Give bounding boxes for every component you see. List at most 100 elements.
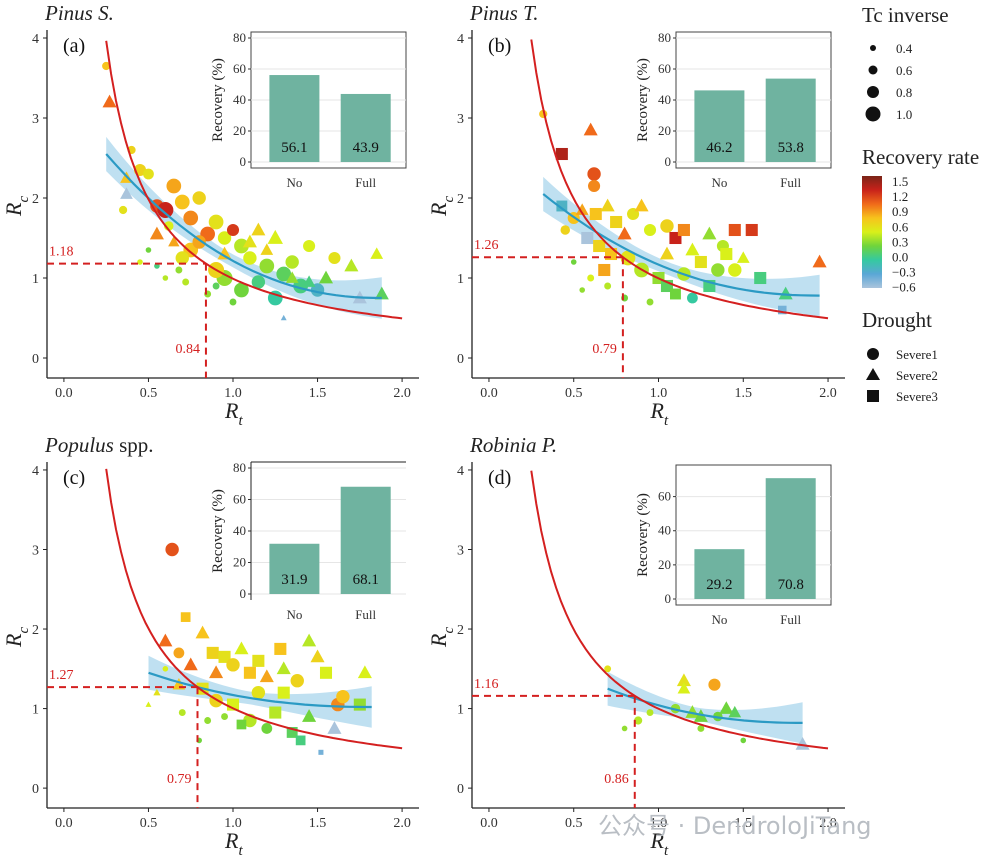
data-point [206,646,219,659]
legend-size-marker [867,86,879,98]
legend-shape-triangle-icon [866,368,880,380]
y-tick-label: 0 [457,782,464,797]
data-point [143,168,154,180]
data-point [621,725,628,732]
inset-y-tick-label: 40 [233,523,246,538]
data-point [694,255,707,269]
data-point [276,661,291,675]
data-point [183,657,198,671]
inset-bar-chart: 0 20 40 60 Recovery (%) 29.2 No 70.8 Full [635,464,832,627]
legend-color-tick-label: 0.0 [892,250,908,265]
data-point [754,271,767,285]
x-tick-label: 2.0 [819,816,837,831]
x-tick-label: 0.5 [140,386,158,401]
legend-color-tick-label: −0.6 [892,280,916,295]
inset-bar [694,90,745,162]
data-point [208,214,224,230]
data-point [687,292,698,304]
threshold-curve [530,470,829,750]
x-tick-label: 0.5 [565,816,583,831]
data-point [252,654,265,667]
data-point [183,210,199,226]
inset-bar [340,486,391,594]
data-point [165,542,179,557]
inset-y-tick-label: 80 [233,30,246,45]
data-point [677,682,691,694]
inset-y-tick-label: 20 [658,123,671,138]
data-point [327,721,342,734]
legend-size-marker [868,65,878,75]
legend-color-tick-label: 0.9 [892,204,908,219]
x-tick-label: 0.5 [140,816,158,831]
data-point [587,274,595,282]
y-tick-label: 1 [32,703,39,718]
data-point [234,238,249,254]
data-point [598,263,611,277]
legend-shape-square-icon [867,390,879,402]
x-tick-label: 1.5 [735,816,753,831]
legend-colorbar [862,176,882,288]
data-point [646,709,654,717]
legend-size-label: 0.6 [896,63,913,78]
data-point [209,665,224,679]
data-point [269,706,282,719]
data-point [660,219,674,233]
inset-y-tick-label: 60 [233,492,246,507]
data-point [302,709,317,722]
inset-y-tick-label: 20 [658,557,671,572]
confidence-band [607,671,803,744]
data-point [251,275,266,289]
inset-bar-label: 29.2 [706,577,732,593]
inset-bar-label: 70.8 [778,577,804,593]
data-point [242,234,257,248]
threshold-x-label: 0.79 [167,772,192,787]
watermark: 公众号 · DendroloJiTang [598,812,872,840]
panel-letter: (d) [488,467,511,489]
inset-bar-chart: 0 20 40 60 80 Recovery (%) 46.2 No 53.8 Full [635,30,832,190]
data-point [676,673,691,687]
threshold-curve [105,40,403,320]
threshold-y-label: 1.18 [49,245,74,260]
data-point [353,698,366,711]
data-point [234,282,249,298]
data-point [583,122,598,136]
inset-category-label: No [286,175,302,190]
data-point [336,689,350,704]
data-point [593,239,606,253]
legend-size-items: 0.4 0.6 0.8 1.0 [865,41,913,122]
confidence-band [106,136,382,319]
threshold-x-label: 0.86 [604,772,629,787]
inset-y-tick-label: 0 [665,591,672,606]
species-title: Robinia P. [469,433,557,457]
data-point [646,298,654,306]
confidence-band [543,176,820,317]
inset-category-label: Full [780,175,801,190]
legend-shape-label: Severe1 [896,347,938,362]
panel-a: 0.0 0.5 1.0 1.5 2.0 0 1 2 3 4 Rt Rc Pinus S. (a) 1.18 0… [1,1,419,429]
data-point [777,305,787,315]
data-point [277,686,290,699]
confidence-band [148,655,372,728]
legend-shape-circle-icon [867,348,879,360]
data-point [711,263,725,277]
x-tick-label: 2.0 [393,386,411,401]
data-point [634,716,643,725]
y-axis-title-sub: c [16,627,32,634]
legend-size-marker [865,106,881,122]
fit-line [542,193,820,297]
inset-bar [765,478,816,599]
inset-y-tick-label: 60 [658,61,671,76]
data-point [588,179,601,193]
inset-bar-label: 31.9 [281,572,307,588]
y-tick-label: 4 [32,464,39,479]
data-point [310,649,325,663]
y-tick-label: 2 [457,623,464,638]
x-axis-title-sub: t [238,843,243,859]
data-point [261,723,273,734]
data-point [102,94,117,108]
x-tick-label: 0.0 [55,816,73,831]
legend-color-title: Recovery rate [862,145,979,169]
legend-color-ticks: 1.51.20.90.60.30.0−0.3−0.6 [882,174,916,295]
data-point [259,258,275,274]
y-tick-label: 3 [457,543,464,558]
